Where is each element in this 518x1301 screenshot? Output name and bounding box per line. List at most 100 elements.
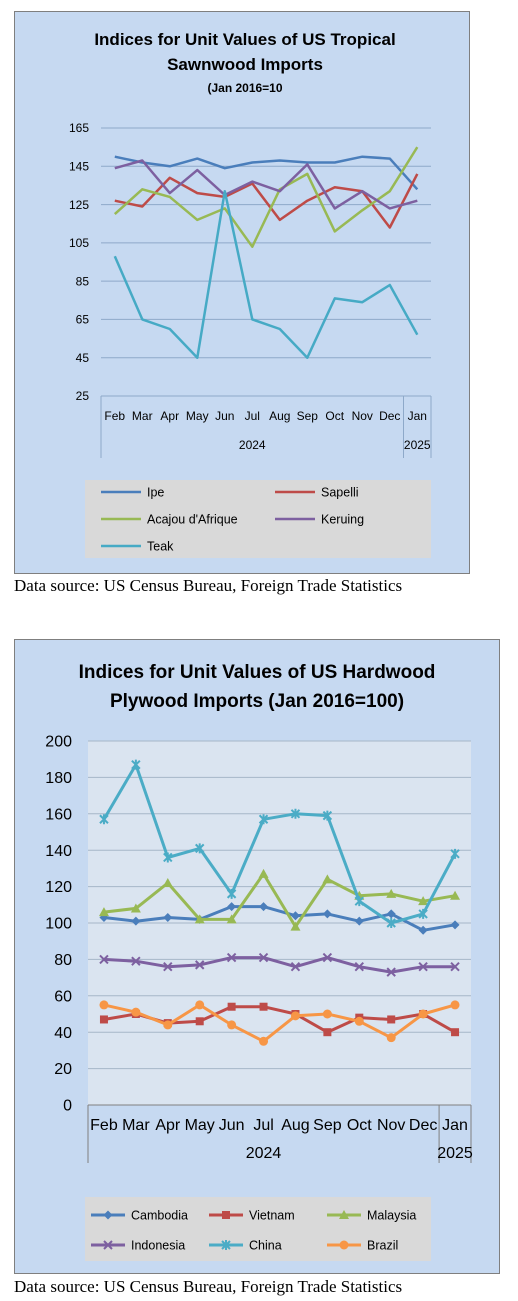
data-point [226,888,237,899]
x-tick-label: Feb [104,409,125,423]
data-point [418,908,428,919]
x-tick-label: Jan [408,409,427,423]
y-tick-label: 25 [76,389,90,403]
series-line [102,763,457,925]
x-tick-label: Apr [160,409,179,423]
data-point [418,925,428,935]
data-point [418,896,429,906]
data-point [227,1002,236,1011]
x-year-label: 2025 [404,438,431,452]
chart-title: Plywood Imports (Jan 2016=100) [110,691,404,712]
data-point [386,918,396,928]
x-year-label: 2025 [437,1145,473,1162]
x-tick-label: Mar [132,409,153,423]
y-tick-label: 105 [69,236,89,250]
series-line [114,159,418,210]
data-point [354,896,364,907]
x-tick-label: May [185,1117,215,1134]
data-point [163,913,173,923]
legend-marker [339,1240,349,1250]
data-point [290,1011,300,1021]
x-tick-label: Oct [347,1117,372,1134]
y-tick-label: 200 [45,734,72,751]
data-point [130,903,141,913]
y-tick-label: 60 [54,988,72,1005]
data-point [131,916,141,926]
y-tick-label: 85 [76,274,90,288]
data-point [99,814,109,825]
x-tick-label: Jan [442,1117,468,1134]
y-tick-label: 40 [54,1025,72,1042]
x-tick-label: May [186,409,209,423]
legend-label: Sapelli [321,485,359,499]
data-point [450,848,460,859]
y-tick-label: 125 [69,198,89,212]
data-point [258,814,269,825]
legend-marker [221,1240,231,1250]
data-point [387,1015,396,1024]
data-point [162,877,173,887]
y-tick-label: 140 [45,843,72,860]
y-tick-label: 165 [69,121,89,135]
y-tick-label: 180 [45,770,72,787]
chart-title: Sawnwood Imports [167,55,323,74]
data-point [322,874,333,884]
data-point [418,961,428,972]
data-point [226,914,237,924]
data-source-note: Data source: US Census Bureau, Foreign T… [14,576,403,595]
data-point [99,954,109,965]
x-tick-label: Aug [281,1117,309,1134]
legend-marker [103,1240,113,1250]
legend-label: Brazil [367,1238,398,1252]
data-point [290,921,301,931]
data-point [194,914,205,924]
x-tick-label: Nov [352,409,373,423]
x-tick-label: Dec [379,409,400,423]
data-point [354,916,364,926]
data-point [258,868,269,878]
legend-label: Malaysia [367,1208,416,1222]
legend-label: Acajou d'Afrique [147,512,238,526]
chart-title: Indices for Unit Values of US Hardwood [79,662,436,683]
series-line [113,146,419,248]
data-point [354,961,364,972]
x-tick-label: Oct [325,409,344,423]
data-point [258,952,269,963]
data-point [227,1020,237,1030]
data-point [98,907,109,917]
legend-label: Indonesia [131,1238,185,1252]
legend [85,480,431,558]
data-point [450,961,460,972]
series-line [103,905,456,932]
data-point [163,1020,173,1030]
data-source-note: Data source: US Census Bureau, Foreign T… [14,1277,403,1296]
data-point [322,909,332,919]
data-point [163,961,173,972]
x-tick-label: Jul [253,1117,273,1134]
data-point [290,808,301,819]
data-point [195,960,205,970]
legend-label: China [249,1238,282,1252]
data-point [259,1002,268,1011]
y-tick-label: 0 [63,1098,72,1115]
data-point [131,1007,141,1017]
data-point [227,902,237,912]
series-line [114,155,419,191]
data-point [322,1009,332,1019]
x-tick-label: Jun [215,409,234,423]
legend-label: Cambodia [131,1208,188,1222]
data-point [386,888,397,898]
legend-marker [222,1211,230,1219]
data-point [323,1028,332,1037]
x-tick-label: Nov [377,1117,405,1134]
series-line [103,1003,456,1043]
data-point [450,890,461,900]
data-point [259,1036,269,1046]
x-tick-label: Mar [122,1117,150,1134]
data-point [386,1033,396,1043]
legend-label: Keruing [321,512,364,526]
plot-area [101,128,431,396]
data-point [195,843,205,854]
y-tick-label: 145 [69,159,89,173]
data-point [354,1016,364,1026]
